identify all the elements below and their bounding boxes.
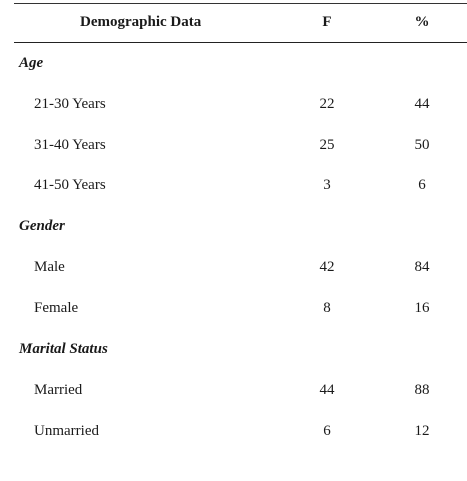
row-percent: 50 [414, 137, 430, 153]
row-percent: 44 [414, 96, 430, 112]
row-label: Female [34, 300, 79, 316]
row-frequency: 22 [319, 96, 335, 112]
row-label: Male [34, 259, 65, 275]
header-frequency: F [322, 14, 332, 30]
table-header-rule [14, 42, 467, 43]
row-label: 31-40 Years [34, 137, 106, 153]
row-percent: 6 [418, 177, 426, 193]
row-percent: 84 [414, 259, 430, 275]
row-frequency: 25 [319, 137, 335, 153]
group-label-marital-status: Marital Status [19, 341, 108, 357]
row-label: Unmarried [34, 423, 99, 439]
row-frequency: 42 [319, 259, 335, 275]
row-label: 41-50 Years [34, 177, 106, 193]
group-label-age: Age [19, 55, 44, 71]
row-percent: 88 [414, 382, 430, 398]
row-frequency: 44 [319, 382, 335, 398]
row-label: 21-30 Years [34, 96, 106, 112]
group-label-gender: Gender [19, 218, 65, 234]
row-frequency: 3 [323, 177, 331, 193]
row-frequency: 8 [323, 300, 331, 316]
row-percent: 12 [414, 423, 430, 439]
header-demographic-data: Demographic Data [80, 14, 202, 30]
header-percent: % [414, 14, 430, 30]
table-top-rule [14, 3, 467, 4]
row-percent: 16 [414, 300, 430, 316]
row-label: Married [34, 382, 83, 398]
row-frequency: 6 [323, 423, 331, 439]
